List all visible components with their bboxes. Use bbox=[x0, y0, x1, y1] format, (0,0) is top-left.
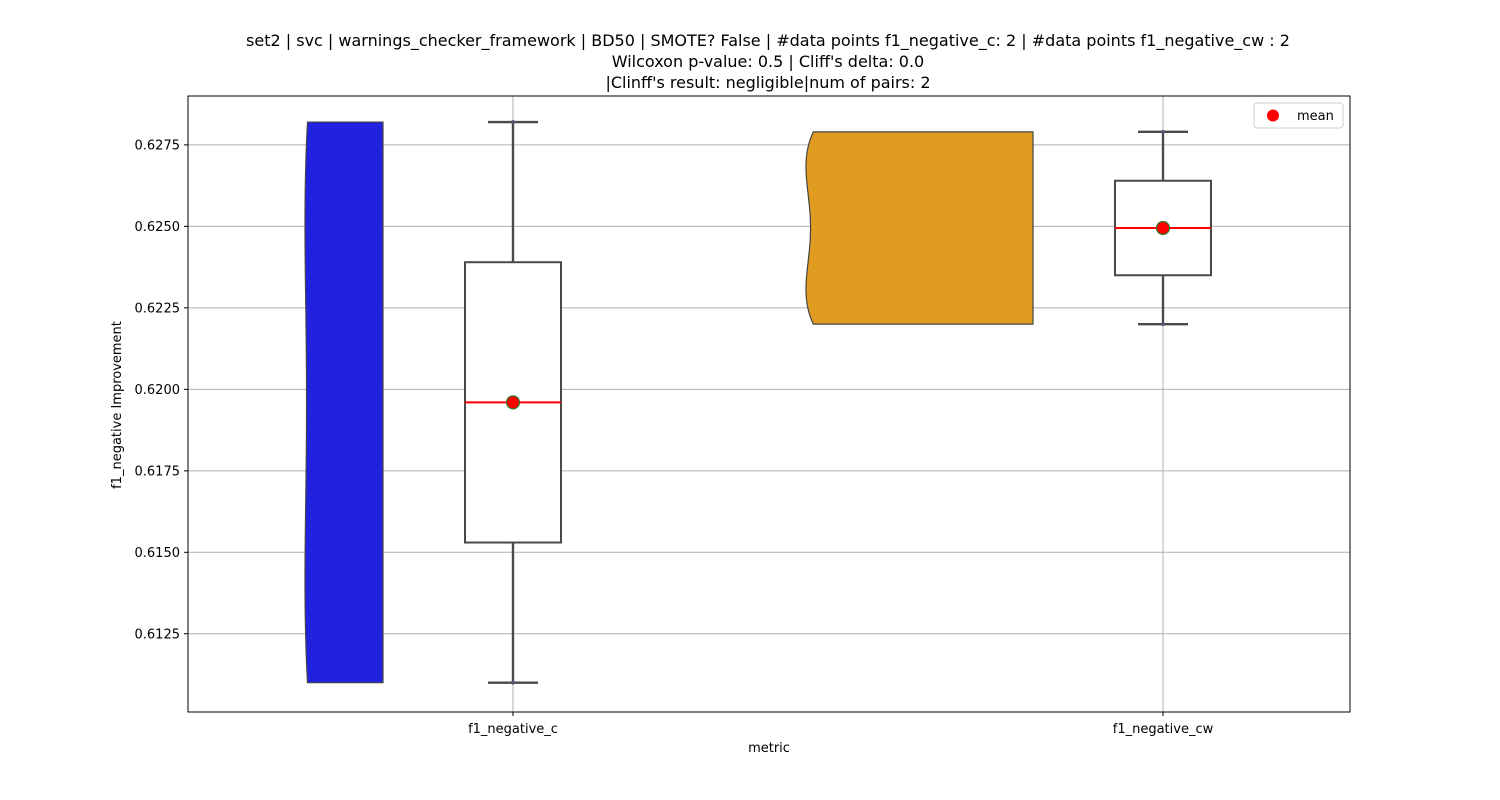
y-tick-label: 0.6225 bbox=[135, 301, 181, 316]
legend-box bbox=[1253, 102, 1344, 129]
mean-marker bbox=[505, 395, 521, 410]
title-line-1: set2 | svc | warnings_checker_framework … bbox=[246, 31, 1290, 51]
y-tick-label: 0.6150 bbox=[135, 546, 181, 561]
data-point bbox=[1161, 129, 1165, 134]
violin-f1_negative_cw bbox=[805, 131, 1034, 325]
data-point bbox=[511, 120, 515, 125]
x-axis-label: metric bbox=[748, 741, 790, 756]
y-tick-label: 0.6275 bbox=[135, 138, 181, 153]
x-axis-ticks: f1_negative_c f1_negative_cw bbox=[468, 712, 1214, 737]
y-tick-label: 0.6175 bbox=[135, 464, 181, 479]
legend-mean-marker bbox=[1267, 109, 1279, 122]
data-point bbox=[1161, 322, 1165, 327]
boxplot-f1_negative_cw bbox=[1114, 129, 1212, 327]
legend-label: mean bbox=[1297, 109, 1334, 124]
boxplot-f1_negative_c bbox=[464, 120, 562, 685]
y-tick-label: 0.6200 bbox=[135, 383, 181, 398]
data-point bbox=[511, 680, 515, 685]
chart-title: set2 | svc | warnings_checker_framework … bbox=[246, 31, 1290, 92]
legend: mean bbox=[1253, 102, 1344, 129]
title-line-3: |Clinff's result: negligible|num of pair… bbox=[605, 73, 930, 92]
title-line-2: Wilcoxon p-value: 0.5 | Cliff's delta: 0… bbox=[612, 52, 924, 71]
y-axis-ticks: 0.6125 0.6150 0.6175 0.6200 0.6225 0.6250 0.62… bbox=[135, 138, 188, 642]
violins bbox=[304, 121, 1034, 684]
violin-f1_negative_c bbox=[304, 121, 384, 684]
y-tick-label: 0.6250 bbox=[135, 220, 181, 235]
y-axis-label: f1_negative Improvement bbox=[110, 321, 125, 489]
x-tick-label: f1_negative_cw bbox=[1113, 722, 1214, 737]
boxplots bbox=[464, 120, 1212, 685]
x-tick-label: f1_negative_c bbox=[468, 722, 558, 737]
y-tick-label: 0.6125 bbox=[135, 627, 181, 642]
mean-marker bbox=[1155, 220, 1171, 236]
plot-area-frame bbox=[187, 95, 1351, 713]
